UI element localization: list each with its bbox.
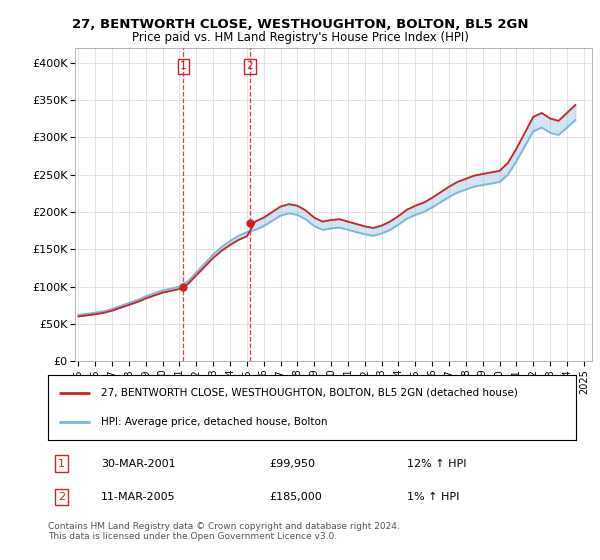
Text: 1% ↑ HPI: 1% ↑ HPI xyxy=(407,492,460,502)
Text: Contains HM Land Registry data © Crown copyright and database right 2024.
This d: Contains HM Land Registry data © Crown c… xyxy=(48,522,400,542)
Text: 1: 1 xyxy=(180,61,187,71)
Text: 27, BENTWORTH CLOSE, WESTHOUGHTON, BOLTON, BL5 2GN: 27, BENTWORTH CLOSE, WESTHOUGHTON, BOLTO… xyxy=(72,18,528,31)
Text: £99,950: £99,950 xyxy=(270,459,316,469)
Text: 30-MAR-2001: 30-MAR-2001 xyxy=(101,459,175,469)
Text: HPI: Average price, detached house, Bolton: HPI: Average price, detached house, Bolt… xyxy=(101,417,328,427)
Text: 2: 2 xyxy=(58,492,65,502)
Text: 27, BENTWORTH CLOSE, WESTHOUGHTON, BOLTON, BL5 2GN (detached house): 27, BENTWORTH CLOSE, WESTHOUGHTON, BOLTO… xyxy=(101,388,518,398)
Text: 2: 2 xyxy=(247,61,253,71)
Text: Price paid vs. HM Land Registry's House Price Index (HPI): Price paid vs. HM Land Registry's House … xyxy=(131,31,469,44)
Text: 1: 1 xyxy=(58,459,65,469)
Text: 11-MAR-2005: 11-MAR-2005 xyxy=(101,492,175,502)
Text: 12% ↑ HPI: 12% ↑ HPI xyxy=(407,459,467,469)
Text: £185,000: £185,000 xyxy=(270,492,323,502)
